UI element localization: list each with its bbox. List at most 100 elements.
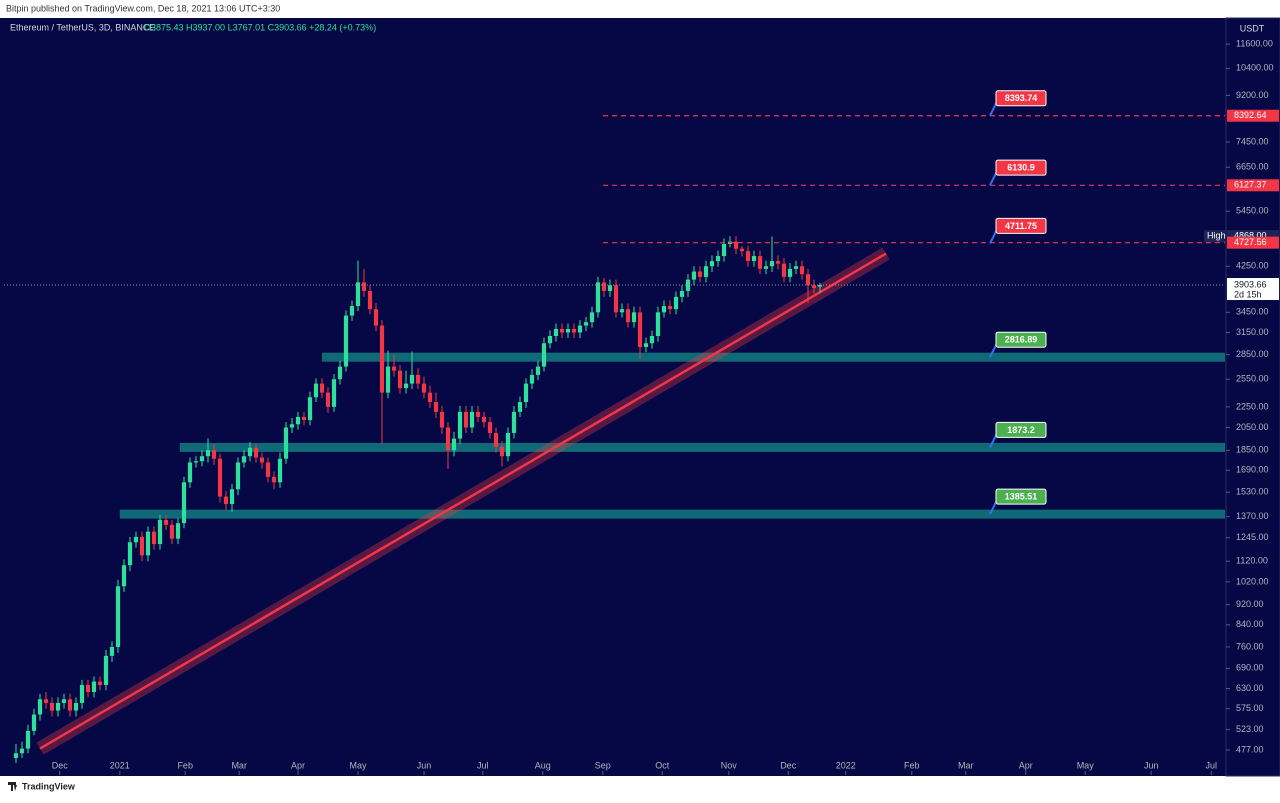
x-tick-label: Jul (477, 760, 489, 770)
candle-body (499, 446, 505, 457)
resistance-price-label: 6127.37 (1234, 180, 1267, 190)
candle-body (199, 456, 205, 462)
candle-body (733, 241, 739, 249)
y-tick-label: 1690.00 (1236, 465, 1269, 475)
candle-body (385, 366, 391, 393)
candle-body (241, 456, 247, 463)
candle-body (391, 366, 397, 371)
candle-body (355, 282, 361, 307)
currency: USDT (1240, 23, 1265, 33)
x-tick-label: Apr (291, 760, 305, 770)
candle-body (31, 714, 37, 731)
candle-body (517, 402, 523, 412)
price-axis (1225, 17, 1280, 777)
candle-body (73, 702, 79, 711)
candle-body (181, 482, 187, 524)
candle-body (85, 684, 91, 692)
candle-body (475, 411, 481, 417)
x-tick-label: Jul (1205, 760, 1217, 770)
candle-body (595, 282, 601, 313)
y-tick-label: 3150.00 (1236, 327, 1269, 337)
x-tick-label: Feb (177, 760, 193, 770)
candle-body (721, 243, 727, 257)
candle-body (679, 290, 685, 297)
x-tick-label: 2021 (110, 760, 130, 770)
y-tick-label: 2250.00 (1236, 401, 1269, 411)
candle-body (583, 322, 589, 326)
candle-body (565, 328, 571, 333)
candle-body (313, 383, 319, 398)
y-tick-label: 3450.00 (1236, 307, 1269, 317)
callout-box (995, 217, 1047, 234)
x-tick-label: Jun (417, 760, 432, 770)
candle-body (67, 699, 73, 711)
candle-body (637, 312, 643, 347)
candle-body (493, 432, 499, 447)
support-zone (179, 442, 1225, 452)
candle-body (571, 328, 577, 333)
candle-body (103, 655, 109, 685)
trendline (39, 252, 887, 750)
candle-body (55, 702, 61, 711)
candle-body (403, 383, 409, 389)
candle-body (301, 416, 307, 421)
x-tick-label: Feb (904, 760, 920, 770)
y-tick-label: 690.00 (1236, 663, 1264, 673)
candle-body (283, 427, 289, 459)
y-tick-label: 2550.00 (1236, 374, 1269, 384)
candle-body (769, 261, 775, 267)
candle-body (139, 536, 145, 556)
y-tick-label: 2050.00 (1236, 422, 1269, 432)
y-tick-label: 840.00 (1236, 619, 1264, 629)
callout-label: 6130.9 (1007, 163, 1035, 173)
y-tick-label: 575.00 (1236, 703, 1264, 713)
candle-body (619, 309, 625, 313)
y-tick-label: 1020.00 (1236, 576, 1269, 586)
y-tick-label: 4250.00 (1236, 261, 1269, 271)
candle-body (799, 266, 805, 275)
y-tick-label: 10400.00 (1236, 63, 1274, 73)
y-tick-label: 1370.00 (1236, 511, 1269, 521)
y-tick-label: 5450.00 (1236, 206, 1269, 216)
candle-body (151, 531, 157, 545)
candle-body (169, 524, 175, 539)
candle-body (535, 366, 541, 375)
candle-body (97, 681, 103, 685)
candle-body (265, 462, 271, 477)
publisher: Bitpin published on TradingView.com, Dec… (6, 3, 280, 13)
candle-body (19, 748, 25, 754)
y-tick-label: 11600.00 (1236, 39, 1273, 49)
y-tick-label: 2850.00 (1236, 349, 1269, 359)
candle-body (691, 271, 697, 280)
candle-body (601, 282, 607, 291)
candle-body (541, 343, 547, 367)
candle-body (175, 523, 181, 539)
candle-body (481, 416, 487, 423)
candle-body (487, 422, 493, 433)
candle-body (223, 496, 229, 505)
candle-body (421, 383, 427, 393)
footer-logo (8, 782, 17, 791)
candle-body (115, 586, 121, 647)
candle-body (37, 699, 43, 715)
y-tick-label: 1245.00 (1236, 532, 1269, 542)
y-tick-label: 9200.00 (1236, 90, 1269, 100)
candle-body (457, 411, 463, 439)
candle-body (25, 730, 31, 749)
x-tick-label: May (1077, 760, 1095, 770)
x-tick-label: Dec (52, 760, 69, 770)
candle-body (49, 702, 55, 711)
y-tick-label: 630.00 (1236, 683, 1264, 693)
symbol: Ethereum / TetherUS, 3D, BINANCE (10, 22, 155, 32)
candle-body (187, 462, 193, 483)
candle-body (415, 374, 421, 384)
candle-body (715, 256, 721, 262)
candle-body (379, 325, 385, 393)
candle-body (523, 383, 529, 403)
candle-body (247, 447, 253, 457)
candle-body (649, 336, 655, 344)
y-tick-label: 523.00 (1236, 724, 1264, 734)
candle-body (751, 256, 757, 262)
candle-body (145, 531, 151, 556)
